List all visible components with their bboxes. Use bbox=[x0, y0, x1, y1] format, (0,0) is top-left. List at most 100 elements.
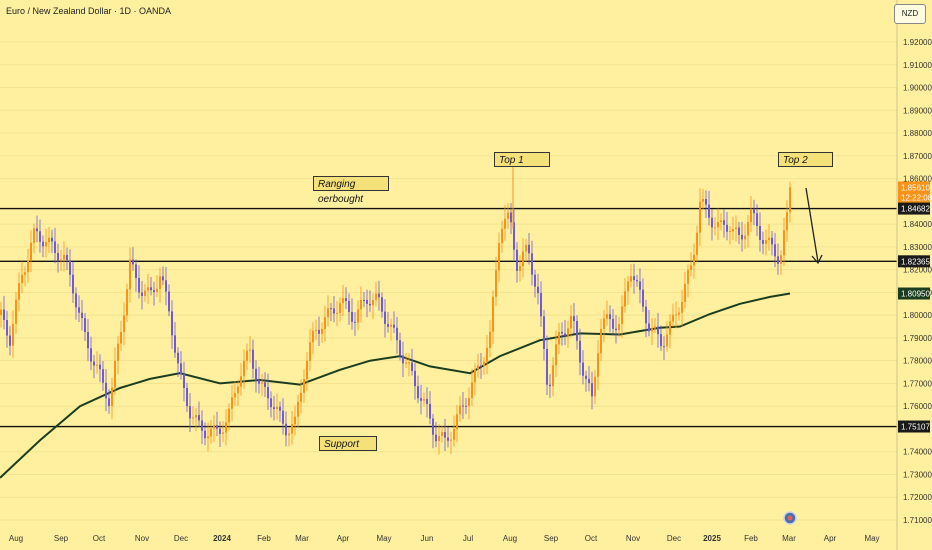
candle-body bbox=[228, 408, 230, 423]
candle-body bbox=[651, 328, 653, 332]
candle-body bbox=[774, 244, 776, 257]
candle-body bbox=[540, 293, 542, 317]
y-tick-label: 1.74000 bbox=[903, 448, 932, 457]
arrow-line bbox=[805, 187, 819, 263]
candle-body bbox=[495, 270, 497, 297]
candle-body bbox=[714, 227, 716, 229]
candle-body bbox=[384, 311, 386, 324]
candle-body bbox=[570, 316, 572, 329]
candle-body bbox=[168, 291, 170, 312]
candle-body bbox=[735, 227, 737, 230]
candle-body bbox=[681, 301, 683, 313]
candle-body bbox=[519, 266, 521, 271]
candle-body bbox=[321, 329, 323, 334]
candle-body bbox=[576, 321, 578, 341]
candle-body bbox=[420, 398, 422, 401]
candle-body bbox=[105, 382, 107, 399]
candle-body bbox=[414, 370, 416, 387]
candle-body bbox=[114, 361, 116, 388]
candle-body bbox=[36, 228, 38, 232]
candle-body bbox=[117, 343, 119, 362]
candle-body bbox=[21, 274, 23, 284]
candle-body bbox=[6, 320, 8, 336]
candle-body bbox=[573, 316, 575, 322]
candle-body bbox=[156, 288, 158, 293]
candle-body bbox=[324, 317, 326, 330]
price-tag-label: 1.80950 bbox=[901, 290, 930, 299]
annotation-support[interactable]: Support bbox=[319, 436, 377, 451]
candle-body bbox=[339, 303, 341, 313]
price-tag-bg bbox=[898, 181, 930, 204]
candle-body bbox=[195, 415, 197, 418]
candle-body bbox=[567, 328, 569, 336]
candle-body bbox=[717, 221, 719, 228]
candle-body bbox=[783, 230, 785, 256]
candle-body bbox=[327, 308, 329, 318]
candle-body bbox=[786, 212, 788, 231]
annotation-top-2[interactable]: Top 2 bbox=[778, 152, 833, 167]
candle-body bbox=[120, 331, 122, 344]
event-icon[interactable] bbox=[783, 511, 797, 525]
candle-body bbox=[24, 272, 26, 275]
candle-body bbox=[468, 397, 470, 407]
candle-body bbox=[357, 309, 359, 323]
candle-body bbox=[480, 365, 482, 367]
candle-body bbox=[513, 222, 515, 250]
candle-body bbox=[237, 386, 239, 394]
candle-body bbox=[198, 415, 200, 421]
candle-body bbox=[396, 327, 398, 341]
candle-body bbox=[765, 239, 767, 244]
candle-body bbox=[612, 318, 614, 329]
candle-body bbox=[471, 382, 473, 398]
candle-body bbox=[654, 326, 656, 329]
candle-body bbox=[42, 241, 44, 247]
candle-body bbox=[663, 346, 665, 348]
currency-button[interactable]: NZD bbox=[894, 4, 926, 24]
candle-body bbox=[306, 360, 308, 380]
candle-body bbox=[516, 249, 518, 271]
candle-body bbox=[285, 423, 287, 436]
candle-body bbox=[660, 334, 662, 347]
candle-body bbox=[756, 213, 758, 226]
y-tick-label: 1.82000 bbox=[903, 266, 932, 275]
price-tag-bg bbox=[898, 420, 930, 433]
candle-body bbox=[585, 375, 587, 379]
candle-body bbox=[99, 364, 101, 370]
candle-body bbox=[762, 239, 764, 244]
candle-body bbox=[537, 286, 539, 294]
candle-body bbox=[282, 410, 284, 424]
candle-body bbox=[366, 300, 368, 304]
price-tag-bg bbox=[898, 287, 930, 300]
candle-body bbox=[549, 384, 551, 387]
candle-body bbox=[441, 432, 443, 436]
candle-body bbox=[627, 281, 629, 292]
candle-body bbox=[588, 378, 590, 384]
candle-body bbox=[564, 333, 566, 336]
candle-body bbox=[477, 365, 479, 370]
annotation-ranging[interactable]: Ranging oerbought bbox=[313, 176, 389, 205]
price-tag-countdown: 12:22:08 bbox=[901, 193, 932, 202]
candle-body bbox=[102, 369, 104, 383]
x-tick-label: Nov bbox=[626, 534, 640, 543]
x-tick-label: Aug bbox=[9, 534, 23, 543]
ma-line bbox=[0, 292, 791, 479]
annotation-top-1[interactable]: Top 1 bbox=[494, 152, 550, 167]
candle-body bbox=[648, 323, 650, 332]
candle-body bbox=[363, 299, 365, 301]
price-tag: 1.82365 bbox=[898, 255, 930, 268]
candle-body bbox=[255, 368, 257, 381]
y-tick-label: 1.86000 bbox=[903, 175, 932, 184]
candle-body bbox=[630, 276, 632, 282]
candle-body bbox=[753, 209, 755, 214]
candle-body bbox=[348, 300, 350, 312]
x-tick-label: May bbox=[376, 534, 391, 543]
candle-body bbox=[300, 392, 302, 402]
x-tick-label: Jul bbox=[463, 534, 473, 543]
candle-body bbox=[111, 387, 113, 407]
candle-body bbox=[522, 251, 524, 267]
candle-body bbox=[294, 416, 296, 425]
candle-body bbox=[759, 225, 761, 240]
x-tick-label: Jun bbox=[421, 534, 434, 543]
